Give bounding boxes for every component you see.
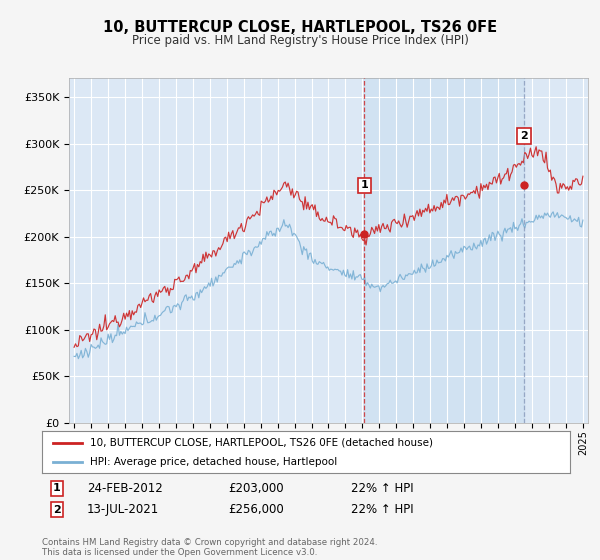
Text: 10, BUTTERCUP CLOSE, HARTLEPOOL, TS26 0FE: 10, BUTTERCUP CLOSE, HARTLEPOOL, TS26 0F…: [103, 20, 497, 35]
Text: 24-FEB-2012: 24-FEB-2012: [87, 482, 163, 495]
Bar: [364, 78, 524, 423]
Text: 1: 1: [53, 483, 61, 493]
Text: £203,000: £203,000: [228, 482, 284, 495]
Text: 13-JUL-2021: 13-JUL-2021: [87, 503, 159, 516]
Text: 22% ↑ HPI: 22% ↑ HPI: [351, 482, 413, 495]
Text: 2: 2: [520, 131, 528, 141]
Text: HPI: Average price, detached house, Hartlepool: HPI: Average price, detached house, Hart…: [89, 457, 337, 467]
Text: Contains HM Land Registry data © Crown copyright and database right 2024.
This d: Contains HM Land Registry data © Crown c…: [42, 538, 377, 557]
Text: £256,000: £256,000: [228, 503, 284, 516]
Text: 22% ↑ HPI: 22% ↑ HPI: [351, 503, 413, 516]
Text: 2: 2: [53, 505, 61, 515]
Text: 10, BUTTERCUP CLOSE, HARTLEPOOL, TS26 0FE (detached house): 10, BUTTERCUP CLOSE, HARTLEPOOL, TS26 0F…: [89, 437, 433, 447]
Text: Price paid vs. HM Land Registry's House Price Index (HPI): Price paid vs. HM Land Registry's House …: [131, 34, 469, 46]
Text: 1: 1: [361, 180, 368, 190]
